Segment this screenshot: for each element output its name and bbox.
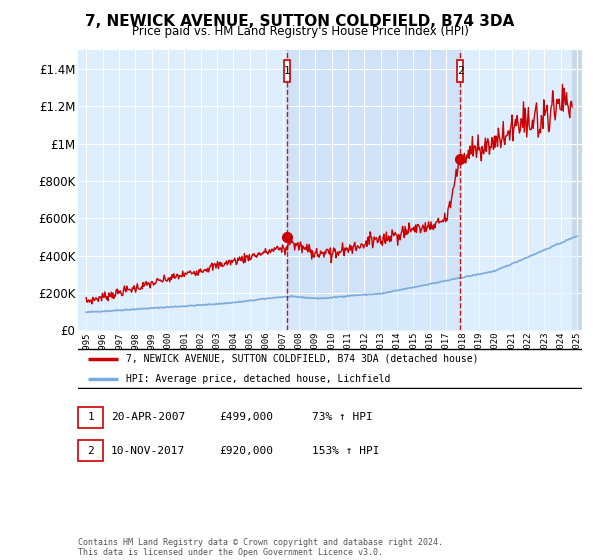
Text: 2: 2 [87, 446, 94, 456]
Text: £499,000: £499,000 [219, 412, 273, 422]
Bar [572, 50, 582, 330]
Text: 1: 1 [87, 412, 94, 422]
Text: 73% ↑ HPI: 73% ↑ HPI [312, 412, 373, 422]
Text: £920,000: £920,000 [219, 446, 273, 456]
Text: 20-APR-2007: 20-APR-2007 [111, 412, 185, 422]
Text: 10-NOV-2017: 10-NOV-2017 [111, 446, 185, 456]
Text: 7, NEWICK AVENUE, SUTTON COLDFIELD, B74 3DA (detached house): 7, NEWICK AVENUE, SUTTON COLDFIELD, B74 … [126, 354, 478, 364]
Text: Price paid vs. HM Land Registry's House Price Index (HPI): Price paid vs. HM Land Registry's House … [131, 25, 469, 38]
FancyBboxPatch shape [457, 60, 463, 82]
Text: HPI: Average price, detached house, Lichfield: HPI: Average price, detached house, Lich… [126, 374, 390, 384]
Text: 1: 1 [284, 66, 291, 76]
Bar [287, 50, 460, 330]
Text: 7, NEWICK AVENUE, SUTTON COLDFIELD, B74 3DA: 7, NEWICK AVENUE, SUTTON COLDFIELD, B74 … [85, 14, 515, 29]
FancyBboxPatch shape [284, 60, 290, 82]
Text: 2: 2 [457, 66, 463, 76]
FancyBboxPatch shape [76, 349, 584, 388]
Text: Contains HM Land Registry data © Crown copyright and database right 2024.
This d: Contains HM Land Registry data © Crown c… [78, 538, 443, 557]
Text: 153% ↑ HPI: 153% ↑ HPI [312, 446, 380, 456]
